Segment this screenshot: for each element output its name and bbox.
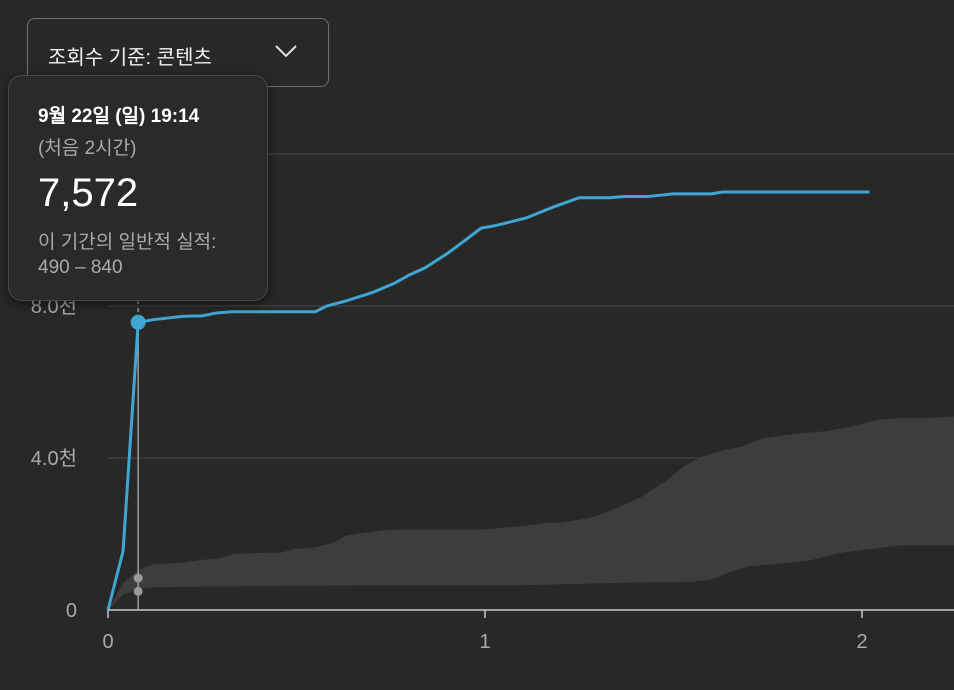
band-upper-marker — [133, 573, 143, 583]
data-tooltip: 9월 22일 (일) 19:14 (처음 2시간) 7,572 이 기간의 일반… — [8, 75, 268, 301]
views-line[interactable] — [106, 190, 870, 611]
hover-markers — [130, 314, 146, 596]
dropdown-label: 조회수 기준: 콘텐츠 — [48, 47, 212, 69]
tooltip-range-label: 이 기간의 일반적 실적: — [38, 232, 217, 253]
band-lower-marker — [133, 586, 143, 596]
x-tick-label: 0 — [102, 631, 113, 653]
x-tick-label: 1 — [479, 631, 490, 653]
tooltip-value: 7,572 — [38, 171, 139, 215]
tooltip-period: (처음 2시간) — [38, 138, 137, 159]
x-tick-label: 2 — [856, 631, 867, 653]
line-hover-marker — [130, 314, 146, 330]
y-tick-label: 0 — [66, 600, 77, 622]
typical-performance-band — [108, 416, 954, 610]
chevron-down-icon — [274, 43, 298, 64]
tooltip-range: 490 – 840 — [38, 257, 123, 278]
y-tick-label: 4.0천 — [31, 447, 77, 470]
tooltip-date: 9월 22일 (일) 19:14 — [38, 106, 200, 127]
